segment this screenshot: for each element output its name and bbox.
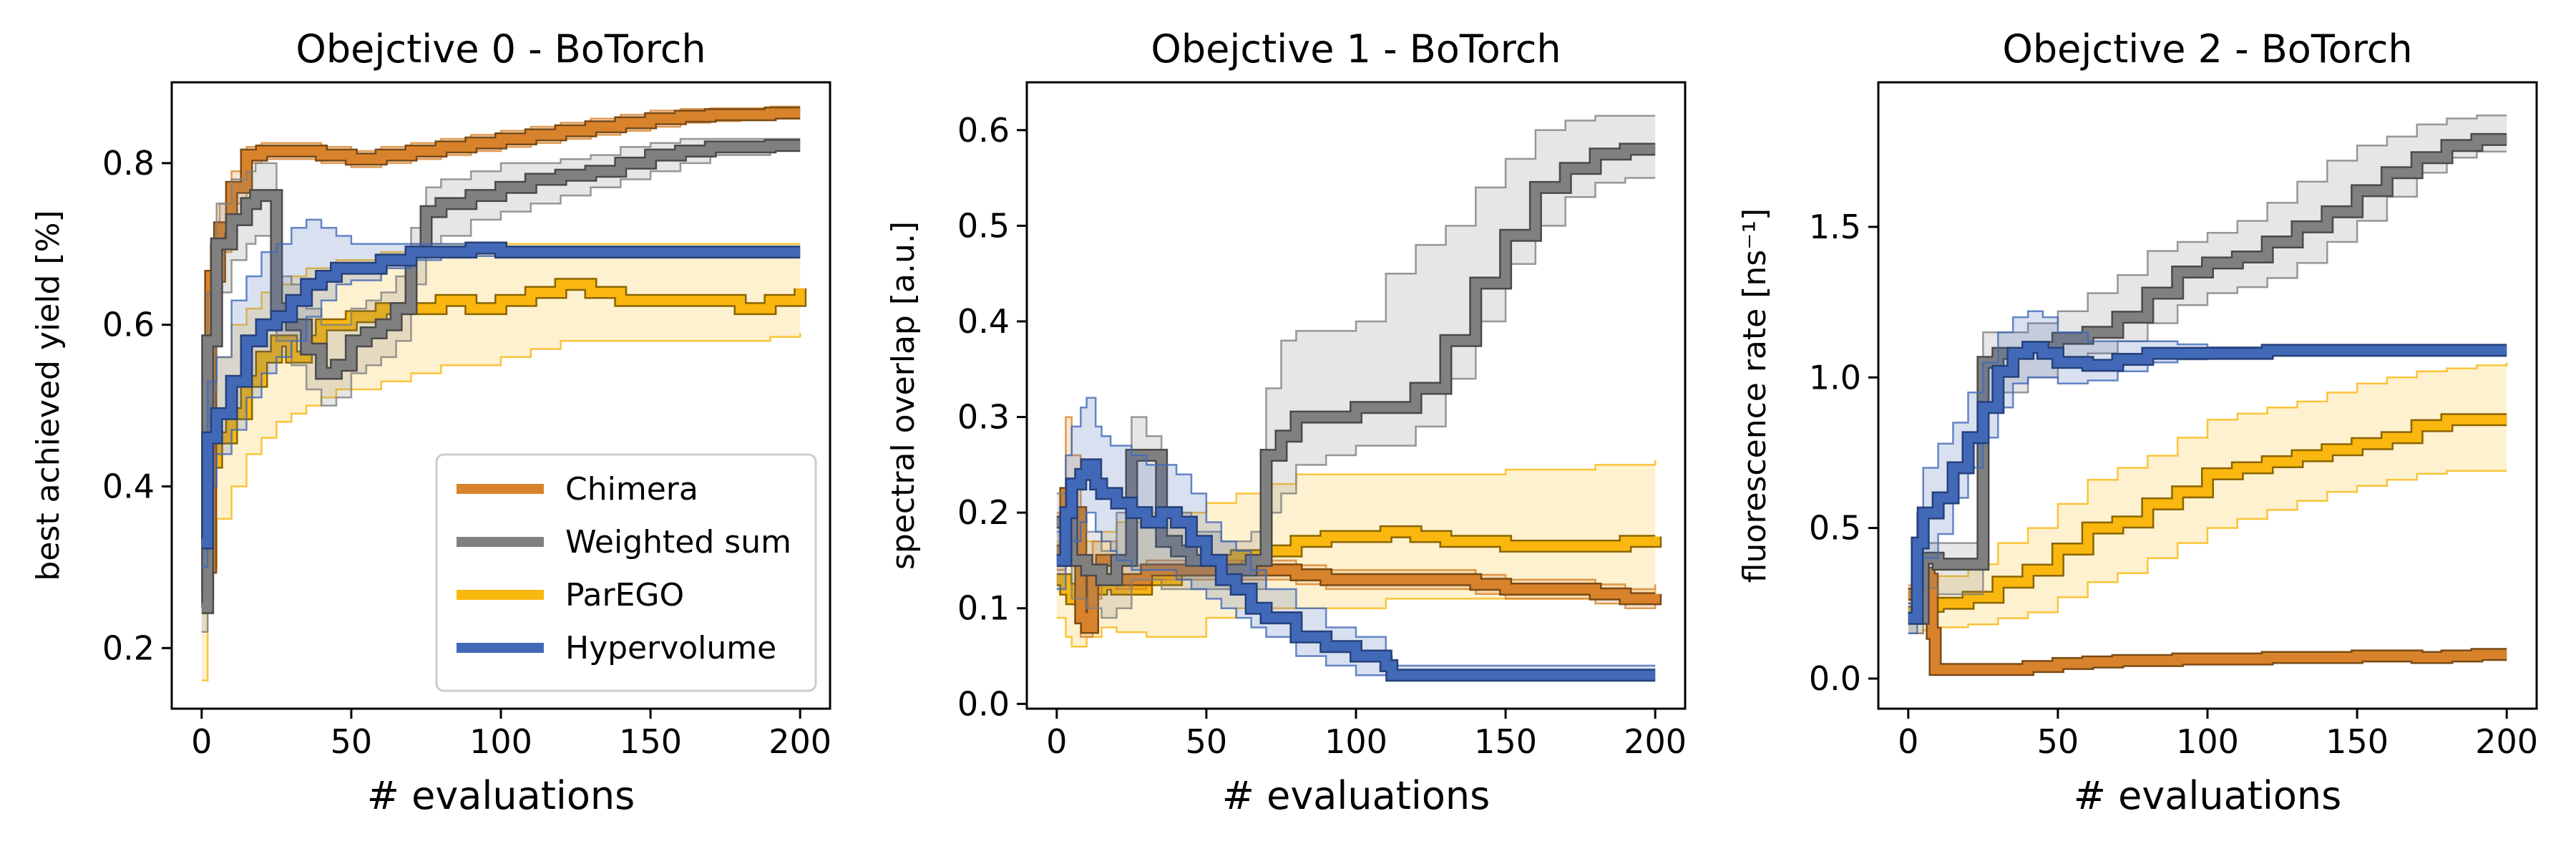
y-tick-label: 0.4 [957, 302, 1010, 341]
chart-panel-0: 0 50 100 150 200 0.2 0.4 0.6 0.8 Obejctive 0 - Bo… [30, 26, 831, 818]
y-axis-label: best achieved yield [%] [30, 210, 67, 581]
band-lower-parego [1908, 470, 2507, 635]
y-tick-label: 0.6 [102, 306, 155, 344]
x-tick-label: 150 [2326, 722, 2389, 761]
y-tick-label: 0.8 [102, 144, 155, 183]
x-axis-label: # evaluations [1222, 773, 1491, 818]
x-tick-label: 100 [2176, 722, 2239, 761]
chart-title: Obejctive 0 - BoTorch [296, 26, 706, 72]
y-axis-label: fluorescence rate [ns⁻¹] [1737, 208, 1773, 583]
chart-panel-1: 0 50 100 150 200 0.0 0.1 0.2 0.3 0.4 0.5 0.6 Obejcti… [885, 26, 1687, 818]
line-weighted-sum [1908, 135, 2507, 623]
legend: Chimera Weighted sum ParEGO Hypervolume [435, 453, 817, 692]
x-tick-label: 50 [1186, 722, 1228, 761]
line-hypervolume [1056, 460, 1656, 680]
band-lower-weighted-sum [201, 150, 801, 633]
band-upper-parego [1908, 362, 2508, 589]
y-tick-label: 0.0 [957, 684, 1010, 723]
plot-area [1908, 115, 2508, 676]
band-upper-weighted-sum [1056, 115, 1656, 552]
x-axis-label: # evaluations [2074, 773, 2342, 818]
x-tick-label: 200 [769, 722, 831, 761]
line-chimera [201, 108, 801, 572]
y-tick-label: 0.5 [1809, 509, 1861, 548]
line-hypervolume [1908, 342, 2507, 623]
legend-label-hypervolume: Hypervolume [565, 630, 776, 666]
band-hypervolume [1056, 397, 1656, 680]
band-lower-parego [201, 333, 801, 681]
line-chimera [1908, 568, 2507, 674]
plot-area [201, 105, 807, 681]
legend-label-weighted-sum: Weighted sum [565, 524, 791, 560]
y-tick-label: 0.2 [102, 629, 155, 667]
y-tick-label: 1.5 [1809, 208, 1861, 246]
y-tick-label: 0.1 [957, 589, 1010, 628]
x-tick-label: 150 [619, 722, 682, 761]
band-weighted-sum [1908, 115, 2507, 634]
legend-label-chimera: Chimera [565, 471, 698, 508]
y-tick-label: 0.0 [1809, 659, 1861, 698]
line-parego [1908, 414, 2507, 617]
band-upper-weighted-sum [201, 137, 801, 585]
x-tick-label: 100 [469, 722, 532, 761]
x-tick-label: 200 [1624, 722, 1687, 761]
band-weighted-sum [201, 139, 801, 632]
y-tick-label: 0.4 [102, 467, 155, 506]
x-tick-label: 0 [1046, 722, 1067, 761]
y-axis-label: spectral overlap [a.u.] [885, 221, 922, 570]
band-lower-chimera [1056, 530, 1657, 639]
x-tick-label: 150 [1474, 722, 1537, 761]
x-tick-label: 100 [1324, 722, 1387, 761]
band-lower-weighted-sum [1908, 150, 2507, 635]
y-tick-label: 0.2 [957, 493, 1010, 532]
legend-box [435, 453, 817, 692]
plot-area [1056, 115, 1662, 682]
x-tick-label: 50 [331, 722, 373, 761]
x-tick-label: 0 [191, 722, 212, 761]
line-weighted-sum [201, 140, 801, 613]
x-tick-label: 0 [1898, 722, 1918, 761]
band-lower-weighted-sum [1056, 177, 1656, 619]
line-hypervolume [201, 243, 801, 548]
x-tick-label: 200 [2475, 722, 2538, 761]
y-tick-label: 0.6 [957, 111, 1010, 150]
y-tick-label: 0.5 [957, 206, 1010, 245]
chart-panel-2: 0 50 100 150 200 0.0 0.5 1.0 1.5 Obejctive 2 - Bo… [1737, 26, 2538, 818]
x-tick-label: 50 [2037, 722, 2079, 761]
y-tick-label: 0.3 [957, 398, 1010, 437]
legend-label-parego: ParEGO [565, 577, 684, 613]
chart-title: Obejctive 2 - BoTorch [2002, 26, 2412, 72]
line-parego [1056, 527, 1660, 603]
y-tick-label: 1.0 [1809, 358, 1861, 397]
x-axis-label: # evaluations [367, 773, 635, 818]
chart-title: Obejctive 1 - BoTorch [1151, 26, 1561, 72]
